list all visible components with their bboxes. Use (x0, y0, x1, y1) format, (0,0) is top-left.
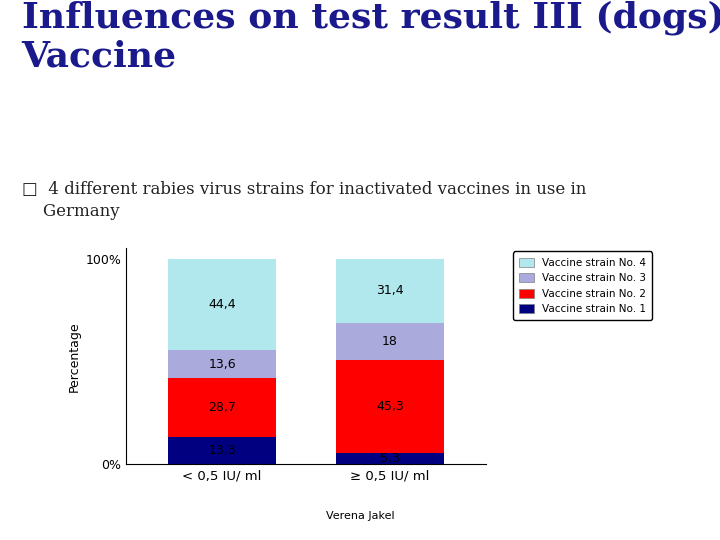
Text: Influences on test result III (dogs):
Vaccine: Influences on test result III (dogs): Va… (22, 0, 720, 74)
Bar (336, 360, 444, 454)
Text: 44,4: 44,4 (208, 298, 236, 311)
Bar (336, 259, 444, 323)
Bar (336, 454, 444, 464)
Y-axis label: Percentage: Percentage (68, 321, 81, 392)
Bar (168, 350, 276, 378)
Text: 18: 18 (382, 335, 398, 348)
Text: Verena Jakel: Verena Jakel (325, 511, 395, 521)
Bar (168, 437, 276, 464)
Text: 45,3: 45,3 (376, 400, 404, 414)
Bar (168, 259, 276, 350)
Text: 13,6: 13,6 (208, 357, 236, 370)
Text: 28,7: 28,7 (208, 401, 236, 414)
Legend: Vaccine strain No. 4, Vaccine strain No. 3, Vaccine strain No. 2, Vaccine strain: Vaccine strain No. 4, Vaccine strain No.… (513, 252, 652, 321)
Bar (168, 378, 276, 437)
Text: 31,4: 31,4 (376, 285, 404, 298)
Bar (336, 323, 444, 360)
Text: 5,3: 5,3 (380, 453, 400, 465)
Text: □  4 different rabies virus strains for inactivated vaccines in use in
    Germa: □ 4 different rabies virus strains for i… (22, 181, 586, 220)
Text: 13,3: 13,3 (208, 444, 236, 457)
